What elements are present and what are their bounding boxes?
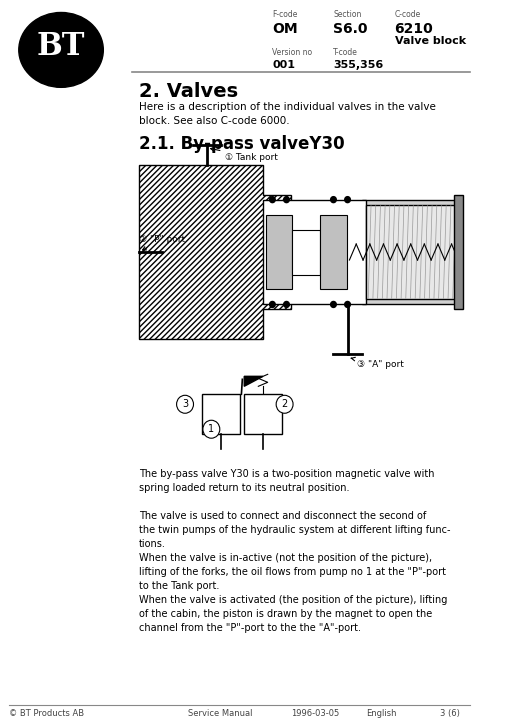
Text: ③ "A" port: ③ "A" port [351, 357, 403, 369]
Text: 1: 1 [208, 424, 214, 434]
Text: C-code: C-code [394, 10, 420, 19]
Circle shape [283, 197, 289, 202]
Text: 2. Valves: 2. Valves [139, 82, 238, 101]
Ellipse shape [19, 12, 103, 87]
Text: 2.1. By-pass valveY30: 2.1. By-pass valveY30 [139, 135, 344, 153]
Bar [292, 230, 320, 274]
Circle shape [344, 197, 350, 202]
Circle shape [269, 197, 275, 202]
Text: Version no: Version no [272, 48, 312, 57]
Circle shape [203, 420, 219, 438]
Text: 355,356: 355,356 [333, 60, 383, 70]
Text: The valve is used to connect and disconnect the second of
the twin pumps of the : The valve is used to connect and disconn… [139, 511, 449, 549]
Text: 3 (6): 3 (6) [440, 708, 459, 718]
Circle shape [176, 395, 193, 413]
Text: Valve block: Valve block [394, 36, 465, 46]
Text: ② "P" port: ② "P" port [139, 235, 185, 250]
Text: When the valve is activated (the position of the picture), lifting
of the cabin,: When the valve is activated (the positio… [139, 595, 446, 633]
Bar [453, 194, 462, 310]
Text: English: English [365, 708, 396, 718]
Text: F-code: F-code [272, 10, 297, 19]
Circle shape [330, 302, 335, 307]
Text: 2: 2 [281, 400, 287, 409]
Circle shape [330, 197, 335, 202]
Bar [202, 395, 239, 434]
Text: Service Manual: Service Manual [187, 708, 252, 718]
Text: 6210: 6210 [394, 22, 433, 36]
Bar [320, 215, 346, 289]
Circle shape [283, 302, 289, 307]
Polygon shape [244, 377, 263, 387]
Bar [265, 215, 292, 289]
Text: OM: OM [272, 22, 297, 36]
Text: Section: Section [333, 10, 361, 19]
Bar [263, 199, 365, 305]
Text: 3: 3 [182, 400, 188, 409]
Polygon shape [139, 165, 291, 339]
Circle shape [275, 395, 293, 413]
Text: Here is a description of the individual valves in the valve
block. See also C-co: Here is a description of the individual … [139, 102, 435, 126]
Text: The by-pass valve Y30 is a two-position magnetic valve with
spring loaded return: The by-pass valve Y30 is a two-position … [139, 469, 434, 493]
Circle shape [269, 302, 275, 307]
Text: T-code: T-code [333, 48, 358, 57]
Circle shape [344, 302, 350, 307]
Text: 001: 001 [272, 60, 295, 70]
Text: When the valve is in-active (not the position of the picture),
lifting of the fo: When the valve is in-active (not the pos… [139, 553, 445, 591]
Text: © BT Products AB: © BT Products AB [9, 708, 84, 718]
Text: BT: BT [37, 32, 85, 63]
Text: 1996-03-05: 1996-03-05 [291, 708, 339, 718]
Text: S6.0: S6.0 [333, 22, 367, 36]
Text: ① Tank port: ① Tank port [210, 148, 278, 162]
Bar [244, 395, 281, 434]
Bar [365, 204, 455, 300]
FancyBboxPatch shape [361, 199, 459, 305]
